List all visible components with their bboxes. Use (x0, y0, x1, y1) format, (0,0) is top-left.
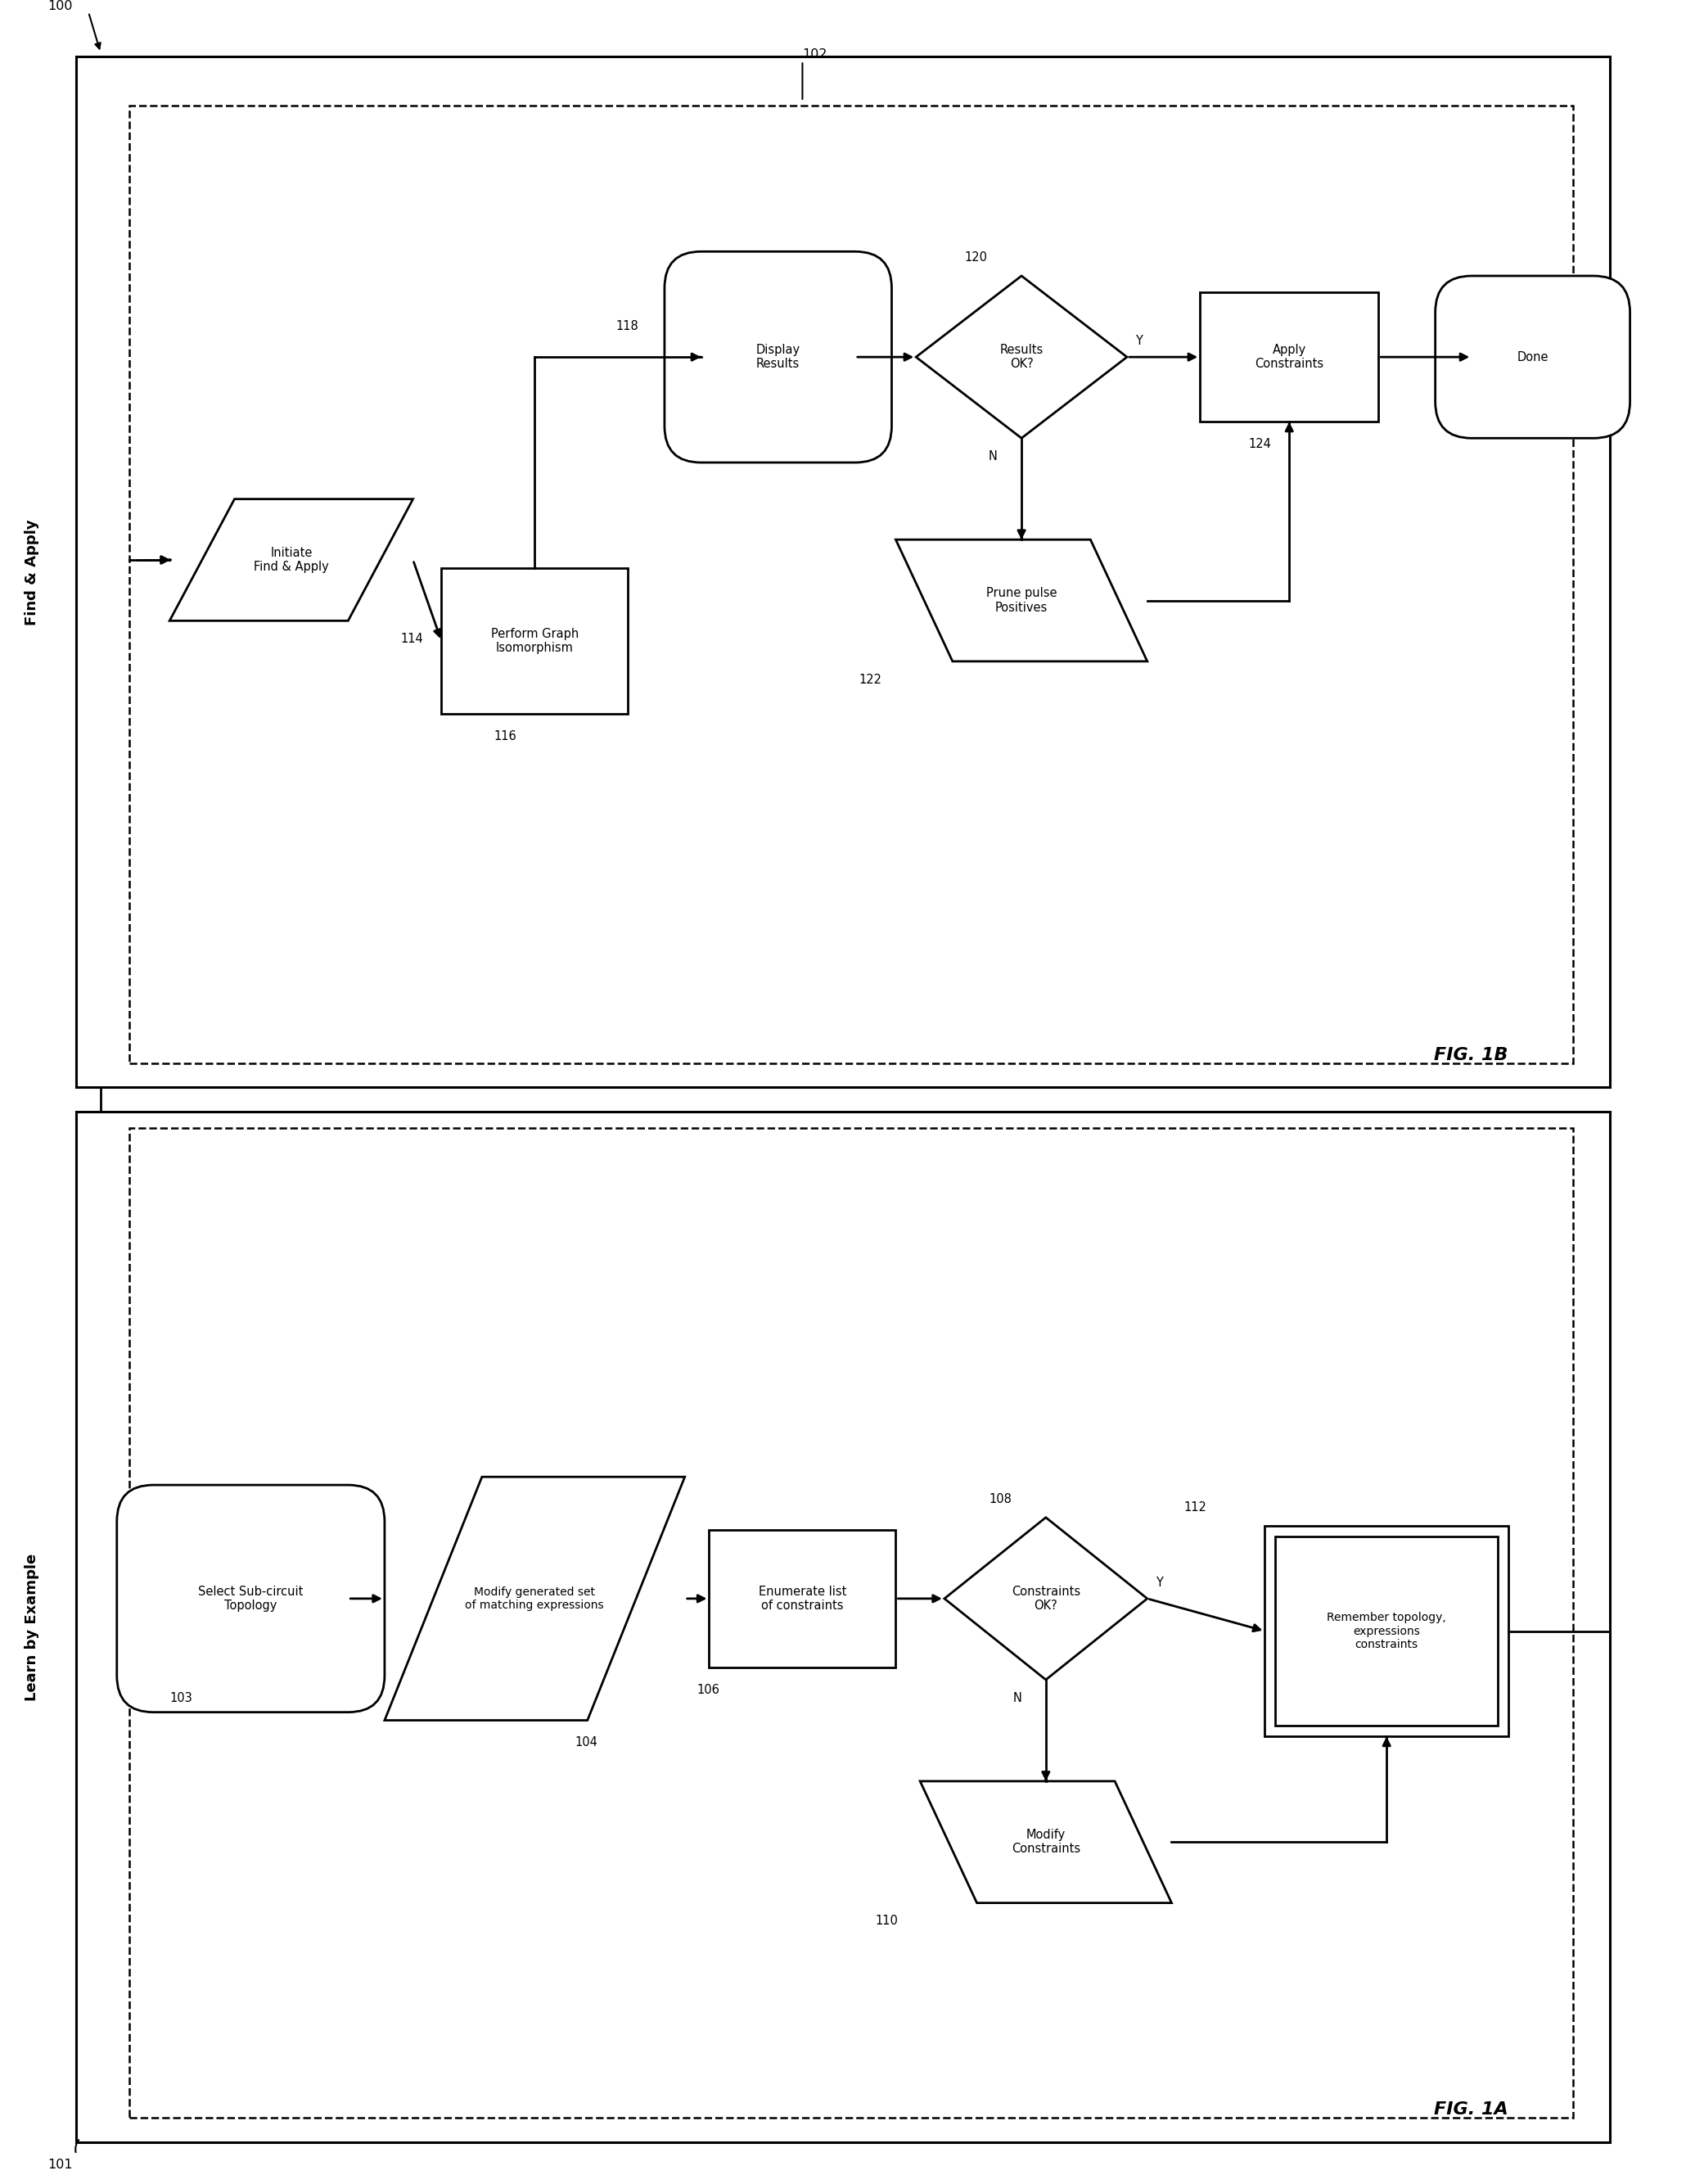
Text: 110: 110 (875, 1915, 899, 1926)
Text: 124: 124 (1249, 439, 1271, 450)
Text: Modify
Constraints: Modify Constraints (1012, 1828, 1081, 1854)
Text: 103: 103 (170, 1693, 192, 1704)
Text: Constraints
OK?: Constraints OK? (1012, 1586, 1081, 1612)
Text: Y: Y (1135, 334, 1143, 347)
Text: Display
Results: Display Results (755, 343, 801, 371)
FancyBboxPatch shape (1435, 275, 1630, 439)
Text: N: N (988, 450, 996, 463)
Text: Select Sub-circuit
Topology: Select Sub-circuit Topology (199, 1586, 303, 1612)
FancyBboxPatch shape (1264, 1527, 1509, 1736)
FancyBboxPatch shape (442, 568, 627, 714)
Polygon shape (944, 1518, 1146, 1679)
Text: Prune pulse
Positives: Prune pulse Positives (986, 587, 1057, 614)
Polygon shape (921, 1782, 1172, 1902)
Text: Remember topology,
expressions
constraints: Remember topology, expressions constrain… (1327, 1612, 1447, 1651)
Text: 104: 104 (575, 1736, 599, 1749)
Text: Initiate
Find & Apply: Initiate Find & Apply (253, 546, 329, 572)
Polygon shape (170, 498, 413, 620)
Text: 100: 100 (47, 0, 72, 13)
Text: 102: 102 (803, 48, 828, 61)
FancyBboxPatch shape (710, 1529, 895, 1669)
Text: FIG. 1B: FIG. 1B (1435, 1046, 1509, 1064)
Text: 120: 120 (964, 251, 988, 264)
Text: Y: Y (1155, 1577, 1163, 1588)
Text: 118: 118 (615, 321, 639, 332)
Text: Modify generated set
of matching expressions: Modify generated set of matching express… (465, 1586, 604, 1612)
FancyBboxPatch shape (1275, 1535, 1497, 1725)
Text: 101: 101 (47, 2158, 72, 2171)
Text: 122: 122 (860, 673, 882, 686)
Polygon shape (915, 275, 1126, 439)
Text: FIG. 1A: FIG. 1A (1435, 2101, 1509, 2118)
Polygon shape (384, 1476, 685, 1721)
Text: N: N (1013, 1693, 1022, 1704)
Text: Perform Graph
Isomorphism: Perform Graph Isomorphism (491, 627, 578, 655)
FancyBboxPatch shape (116, 1485, 384, 1712)
Text: 112: 112 (1184, 1500, 1207, 1514)
FancyBboxPatch shape (664, 251, 892, 463)
Text: 116: 116 (494, 729, 518, 743)
Text: Done: Done (1517, 352, 1548, 363)
Text: Learn by Example: Learn by Example (24, 1553, 39, 1701)
Text: Enumerate list
of constraints: Enumerate list of constraints (759, 1586, 846, 1612)
Text: Apply
Constraints: Apply Constraints (1254, 343, 1324, 371)
Text: Results
OK?: Results OK? (1000, 343, 1044, 371)
Text: 114: 114 (401, 633, 423, 644)
FancyBboxPatch shape (1200, 293, 1379, 422)
Text: 108: 108 (990, 1494, 1012, 1505)
Polygon shape (895, 539, 1146, 662)
Text: Find & Apply: Find & Apply (24, 520, 39, 625)
Text: 106: 106 (696, 1684, 720, 1697)
